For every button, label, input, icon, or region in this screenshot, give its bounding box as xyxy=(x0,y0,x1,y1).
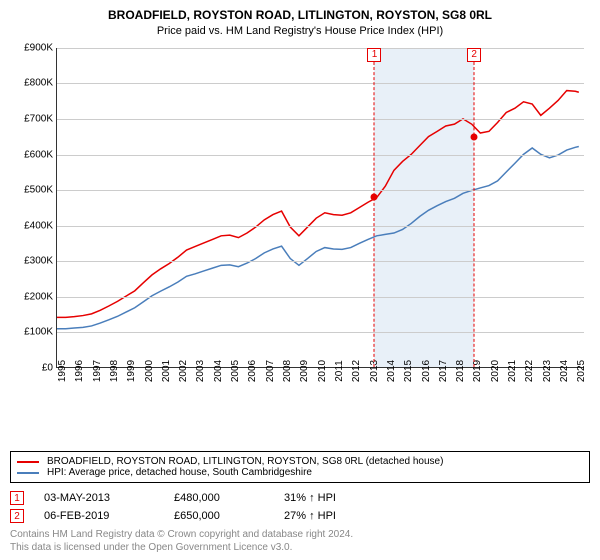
x-axis-label: 1997 xyxy=(92,360,103,382)
x-axis-label: 2014 xyxy=(386,360,397,382)
x-axis-label: 2000 xyxy=(144,360,155,382)
attribution-footer: Contains HM Land Registry data © Crown c… xyxy=(10,529,590,554)
y-axis-label: £200K xyxy=(24,291,57,302)
x-axis-label: 2017 xyxy=(438,360,449,382)
x-axis-label: 2021 xyxy=(507,360,518,382)
transaction-pct: 27% ↑ HPI xyxy=(284,510,336,522)
x-axis-label: 2010 xyxy=(317,360,328,382)
footer-line1: Contains HM Land Registry data © Crown c… xyxy=(10,529,590,542)
transaction-row: 1 03-MAY-2013 £480,000 31% ↑ HPI xyxy=(10,489,590,507)
y-axis-label: £100K xyxy=(24,327,57,338)
legend-swatch xyxy=(17,461,39,463)
x-axis-label: 2012 xyxy=(351,360,362,382)
marker-point-icon xyxy=(371,194,378,201)
y-axis-label: £900K xyxy=(24,42,57,53)
legend: BROADFIELD, ROYSTON ROAD, LITLINGTON, RO… xyxy=(10,451,590,483)
plot-area: £0£100K£200K£300K£400K£500K£600K£700K£80… xyxy=(56,48,584,368)
x-axis-label: 2024 xyxy=(559,360,570,382)
marker-line xyxy=(374,62,375,367)
x-axis-label: 2020 xyxy=(490,360,501,382)
y-axis-label: £0 xyxy=(42,362,57,373)
transaction-date: 03-MAY-2013 xyxy=(44,492,154,504)
x-axis-label: 1998 xyxy=(109,360,120,382)
x-axis-label: 2018 xyxy=(455,360,466,382)
x-axis-label: 2011 xyxy=(334,360,345,382)
series-line xyxy=(57,146,579,328)
footer-line2: This data is licensed under the Open Gov… xyxy=(10,542,590,555)
x-axis-label: 2015 xyxy=(403,360,414,382)
transaction-price: £480,000 xyxy=(174,492,264,504)
x-axis-label: 2005 xyxy=(230,360,241,382)
legend-item-property: BROADFIELD, ROYSTON ROAD, LITLINGTON, RO… xyxy=(17,456,583,467)
y-axis-label: £400K xyxy=(24,220,57,231)
transaction-price: £650,000 xyxy=(174,510,264,522)
x-axis-label: 2022 xyxy=(524,360,535,382)
x-axis-label: 2008 xyxy=(282,360,293,382)
transactions-table: 1 03-MAY-2013 £480,000 31% ↑ HPI 2 06-FE… xyxy=(10,489,590,525)
legend-label: HPI: Average price, detached house, Sout… xyxy=(47,467,312,478)
x-axis-label: 2023 xyxy=(542,360,553,382)
x-axis-label: 1995 xyxy=(57,360,68,382)
title-line2: Price paid vs. HM Land Registry's House … xyxy=(10,24,590,38)
legend-item-hpi: HPI: Average price, detached house, Sout… xyxy=(17,467,583,478)
transaction-marker-icon: 1 xyxy=(10,491,24,505)
x-axis-label: 1999 xyxy=(126,360,137,382)
x-axis-label: 2001 xyxy=(161,360,172,382)
x-axis-label: 2007 xyxy=(265,360,276,382)
x-axis-label: 2004 xyxy=(213,360,224,382)
marker-point-icon xyxy=(471,133,478,140)
x-axis-label: 2003 xyxy=(195,360,206,382)
x-axis-label: 2025 xyxy=(576,360,587,382)
y-axis-label: £300K xyxy=(24,256,57,267)
y-axis-label: £800K xyxy=(24,78,57,89)
transaction-marker-icon: 2 xyxy=(10,509,24,523)
x-axis-label: 2006 xyxy=(247,360,258,382)
transaction-pct: 31% ↑ HPI xyxy=(284,492,336,504)
transaction-row: 2 06-FEB-2019 £650,000 27% ↑ HPI xyxy=(10,507,590,525)
legend-label: BROADFIELD, ROYSTON ROAD, LITLINGTON, RO… xyxy=(47,456,443,467)
x-axis-label: 2016 xyxy=(421,360,432,382)
line-series xyxy=(57,48,584,367)
x-axis-label: 2002 xyxy=(178,360,189,382)
price-chart: £0 £100K £200K £300K £400K £500K £600K £700K £80… xyxy=(10,42,590,447)
marker-line xyxy=(474,62,475,367)
chart-title: BROADFIELD, ROYSTON ROAD, LITLINGTON, RO… xyxy=(10,8,590,38)
y-axis-label: £600K xyxy=(24,149,57,160)
title-line1: BROADFIELD, ROYSTON ROAD, LITLINGTON, RO… xyxy=(10,8,590,24)
x-axis-label: 2009 xyxy=(299,360,310,382)
y-axis-label: £700K xyxy=(24,114,57,125)
y-axis-label: £500K xyxy=(24,185,57,196)
x-axis-label: 1996 xyxy=(74,360,85,382)
transaction-date: 06-FEB-2019 xyxy=(44,510,154,522)
marker-box: 2 xyxy=(467,48,481,62)
legend-swatch xyxy=(17,472,39,474)
series-line xyxy=(57,90,579,317)
marker-box: 1 xyxy=(367,48,381,62)
